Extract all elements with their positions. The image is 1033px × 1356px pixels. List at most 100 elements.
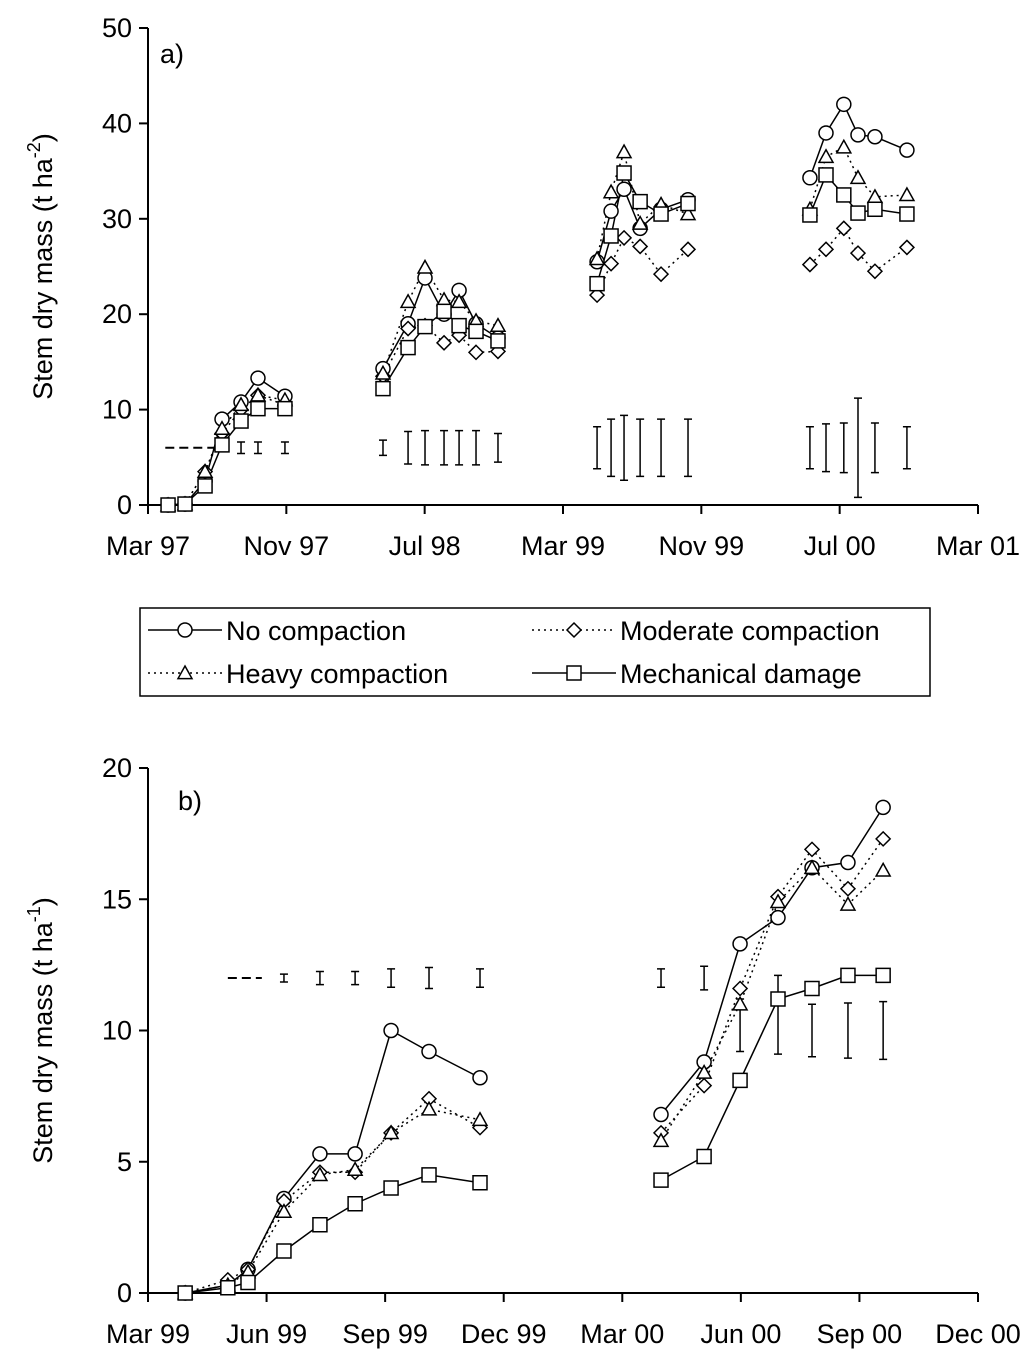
x-tick-label: Jul 00 [804, 531, 876, 561]
error-bar-shape [237, 441, 246, 455]
x-tick-label: Mar 99 [106, 1319, 190, 1349]
marker [731, 995, 749, 1011]
error-bar-shape [620, 414, 629, 481]
series-line [185, 1029, 481, 1294]
marker [818, 125, 834, 141]
marker [276, 1243, 292, 1259]
marker [616, 181, 632, 197]
y-tick-label: 20 [102, 299, 132, 329]
marker [732, 980, 749, 997]
y-tick-label: 40 [102, 108, 132, 138]
marker [769, 893, 787, 909]
error-bar [440, 429, 449, 466]
x-tick-label: Jun 00 [700, 1319, 781, 1349]
error-bar [822, 423, 831, 473]
marker [652, 1132, 670, 1148]
marker [420, 1100, 438, 1116]
error-bar [620, 414, 629, 481]
marker [177, 496, 193, 512]
error-bar [279, 973, 288, 983]
error-bar-shape [879, 1000, 888, 1061]
marker [840, 967, 856, 984]
error-bar-shape [839, 422, 848, 474]
error-bar-shape [843, 1002, 852, 1059]
y-axis-title-end: ) [28, 897, 58, 906]
legend-label: Mechanical damage [620, 659, 862, 689]
error-bar-shape [636, 418, 645, 478]
marker [817, 148, 835, 164]
marker [818, 167, 834, 183]
error-bar-shape [455, 429, 464, 466]
error-bar [684, 418, 693, 478]
marker [220, 1280, 236, 1296]
marker [850, 127, 866, 143]
y-tick-label: 10 [102, 1016, 132, 1046]
marker [875, 830, 892, 847]
error-bar [774, 974, 783, 1055]
marker [679, 205, 697, 221]
error-bar [472, 429, 481, 466]
marker [416, 258, 434, 274]
marker [632, 193, 648, 210]
x-tick-label: Mar 99 [521, 531, 605, 561]
error-bar-shape [657, 418, 666, 478]
error-bar-shape [808, 1003, 816, 1058]
y-tick-label: 50 [102, 13, 132, 43]
error-bar [593, 426, 602, 470]
error-bar-shape [476, 968, 484, 988]
marker [417, 318, 433, 335]
marker [399, 293, 417, 309]
marker [312, 1217, 328, 1233]
marker [435, 334, 453, 351]
error-bar-shape [253, 441, 262, 455]
error-bar [902, 426, 911, 470]
error-bar-shape [607, 418, 616, 478]
marker [374, 364, 392, 380]
error-bar-shape [870, 422, 879, 474]
x-tick-label: Jul 98 [389, 531, 461, 561]
marker [817, 241, 835, 258]
error-bar [425, 966, 434, 990]
marker [899, 206, 915, 222]
marker [875, 799, 891, 816]
marker [233, 413, 249, 429]
error-bar-shape [700, 965, 709, 991]
y-axis-title: Stem dry mass (t ha-1) [24, 897, 58, 1164]
x-tick-label: Mar 97 [106, 531, 190, 561]
marker [421, 1043, 437, 1060]
x-tick-label: Nov 97 [244, 531, 330, 561]
error-bar [853, 397, 862, 499]
series-line [184, 1097, 481, 1294]
error-bar [657, 968, 666, 988]
y-axis-title-sup: -2 [24, 142, 44, 158]
y-tick-label: 5 [117, 1147, 132, 1177]
marker [874, 861, 892, 877]
error-bar-shape [387, 968, 396, 988]
marker [347, 1146, 363, 1162]
marker [836, 96, 852, 113]
x-tick-label: Jun 99 [226, 1319, 307, 1349]
marker [615, 229, 633, 246]
error-bar-shape [280, 441, 289, 455]
error-bar-shape [853, 397, 862, 499]
error-bar [607, 418, 616, 478]
marker [835, 220, 852, 237]
marker [696, 1077, 713, 1094]
y-tick-label: 15 [102, 884, 132, 914]
marker [277, 400, 293, 417]
y-axis-title-sup: -1 [24, 906, 44, 922]
legend-label: No compaction [226, 616, 406, 646]
error-bar [700, 965, 709, 991]
marker [898, 239, 915, 256]
y-tick-label: 10 [102, 395, 132, 425]
error-bar-shape [315, 970, 324, 986]
x-tick-label: Mar 00 [580, 1319, 664, 1349]
marker [232, 396, 250, 412]
marker [436, 303, 452, 320]
error-bar [839, 422, 848, 474]
legend-label: Moderate compaction [620, 616, 880, 646]
error-bar-shape [684, 418, 693, 478]
y-axis-title-text: Stem dry mass (t ha [28, 157, 58, 400]
marker [801, 256, 818, 273]
error-bar [870, 422, 879, 474]
